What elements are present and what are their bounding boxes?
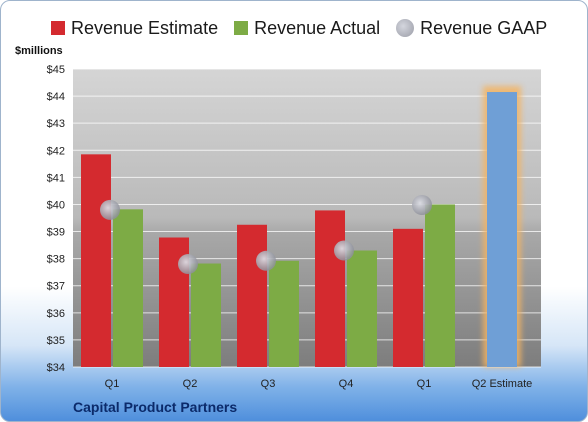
bar-revenue-forecast xyxy=(487,92,517,367)
x-tick-label: Q1 xyxy=(417,378,432,390)
company-name: Capital Product Partners xyxy=(73,399,238,415)
legend-item-estimate: Revenue Estimate xyxy=(51,18,218,39)
chart-legend: Revenue Estimate Revenue Actual Revenue … xyxy=(51,17,563,39)
bar-revenue-actual xyxy=(191,263,221,367)
legend-label-gaap: Revenue GAAP xyxy=(420,17,548,38)
y-tick-label: $44 xyxy=(47,91,65,103)
legend-swatch-actual xyxy=(234,21,249,35)
y-tick-label: $41 xyxy=(47,172,65,184)
dot-revenue-gaap xyxy=(412,194,432,215)
legend-swatch-estimate xyxy=(51,21,65,35)
y-tick-label: $43 xyxy=(47,118,65,130)
x-tick-label: Q2 Estimate xyxy=(472,378,533,390)
bar-revenue-actual xyxy=(113,209,143,367)
bar-revenue-actual xyxy=(425,204,455,367)
legend-item-gaap: Revenue GAAP xyxy=(396,18,547,39)
legend-item-actual: Revenue Actual xyxy=(234,18,380,39)
y-tick-label: $45 xyxy=(47,64,65,76)
y-tick-label: $34 xyxy=(47,362,65,374)
y-tick-label: $40 xyxy=(47,199,65,211)
y-tick-label: $39 xyxy=(47,227,65,239)
legend-label-estimate: Revenue Estimate xyxy=(71,17,219,38)
x-tick-label: Q3 xyxy=(261,378,276,390)
y-tick-label: $35 xyxy=(47,335,65,347)
x-tick-label: Q1 xyxy=(105,378,120,390)
bar-revenue-estimate xyxy=(237,224,267,367)
y-tick-label: $37 xyxy=(47,281,65,293)
dot-revenue-gaap xyxy=(178,254,198,275)
bar-revenue-estimate xyxy=(81,154,111,367)
y-axis-unit-label: $millions xyxy=(15,45,63,57)
bar-revenue-actual xyxy=(269,260,299,367)
dot-revenue-gaap xyxy=(334,240,354,261)
bar-revenue-estimate xyxy=(393,228,423,367)
bar-revenue-actual xyxy=(347,250,377,367)
y-tick-label: $36 xyxy=(47,308,65,320)
dot-revenue-gaap xyxy=(256,250,276,271)
x-tick-label: Q2 xyxy=(183,378,198,390)
bar-revenue-estimate xyxy=(315,210,345,367)
dot-revenue-gaap xyxy=(100,199,120,220)
legend-swatch-gaap xyxy=(396,19,415,37)
x-tick-label: Q4 xyxy=(339,378,354,390)
legend-label-actual: Revenue Actual xyxy=(254,17,381,38)
plot-area xyxy=(73,69,541,367)
y-tick-label: $38 xyxy=(47,254,65,266)
y-tick-label: $42 xyxy=(47,145,65,157)
